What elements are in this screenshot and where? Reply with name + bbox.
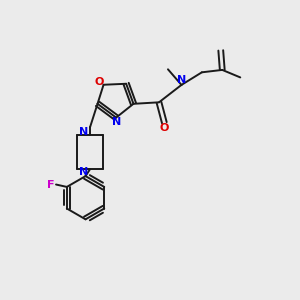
Text: O: O bbox=[95, 77, 104, 87]
Text: N: N bbox=[112, 117, 122, 128]
Text: F: F bbox=[47, 179, 55, 190]
Text: N: N bbox=[79, 167, 88, 177]
Text: N: N bbox=[177, 75, 186, 85]
Text: N: N bbox=[79, 127, 88, 137]
Text: O: O bbox=[160, 123, 169, 133]
